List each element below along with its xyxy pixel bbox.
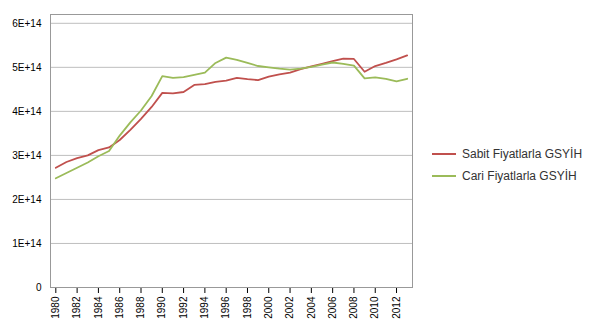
svg-text:1994: 1994 — [199, 296, 210, 319]
svg-text:1984: 1984 — [93, 296, 104, 319]
svg-text:5E+14: 5E+14 — [12, 62, 42, 73]
svg-text:1996: 1996 — [220, 296, 231, 319]
svg-text:3E+14: 3E+14 — [12, 150, 42, 161]
svg-text:2006: 2006 — [327, 296, 338, 319]
svg-text:2010: 2010 — [369, 296, 380, 319]
svg-text:2004: 2004 — [306, 296, 317, 319]
svg-text:1988: 1988 — [135, 296, 146, 319]
svg-text:1980: 1980 — [50, 296, 61, 319]
svg-text:2E+14: 2E+14 — [12, 194, 42, 205]
svg-text:2002: 2002 — [284, 296, 295, 319]
svg-text:1992: 1992 — [178, 296, 189, 319]
svg-text:0: 0 — [36, 282, 42, 293]
svg-text:2012: 2012 — [391, 296, 402, 319]
svg-text:1986: 1986 — [114, 296, 125, 319]
svg-text:1990: 1990 — [156, 296, 167, 319]
svg-text:2008: 2008 — [348, 296, 359, 319]
svg-text:1998: 1998 — [242, 296, 253, 319]
svg-text:2000: 2000 — [263, 296, 274, 319]
html-text:Sabit Fiyatlarla GSYİH: Sabit Fiyatlarla GSYİH — [462, 146, 582, 161]
html-text:Cari Fiyatlarla GSYİH: Cari Fiyatlarla GSYİH — [462, 168, 577, 183]
svg-text:6E+14: 6E+14 — [12, 18, 42, 29]
svg-text:1982: 1982 — [71, 296, 82, 319]
svg-text:1E+14: 1E+14 — [12, 238, 42, 249]
svg-text:4E+14: 4E+14 — [12, 106, 42, 117]
